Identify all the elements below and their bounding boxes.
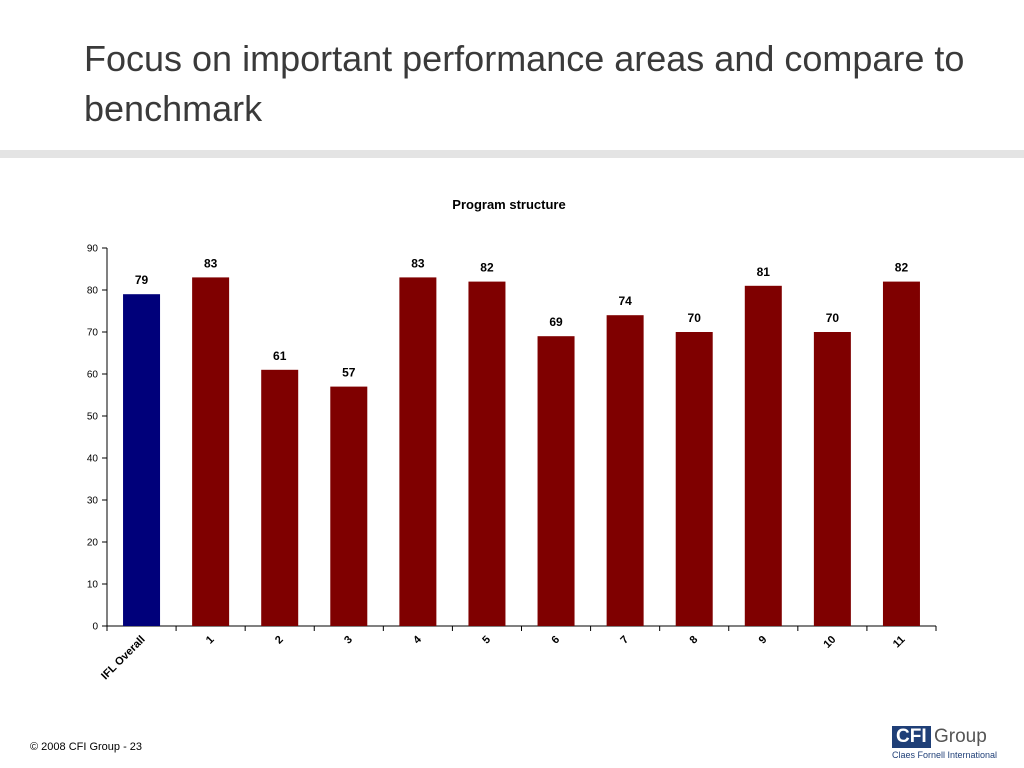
y-tick-label: 70 bbox=[87, 328, 99, 339]
data-label: 82 bbox=[895, 261, 909, 275]
slide-title: Focus on important performance areas and… bbox=[84, 38, 965, 129]
title-divider bbox=[0, 150, 1024, 158]
bar-1 bbox=[192, 277, 230, 626]
y-tick-label: 40 bbox=[87, 454, 99, 465]
x-category-label: 6 bbox=[549, 634, 562, 647]
data-label: 81 bbox=[757, 265, 771, 279]
bar-2 bbox=[261, 369, 299, 626]
footer-copyright: © 2008 CFI Group - 23 bbox=[30, 741, 143, 753]
cfi-group-logo: CFI Group Claes Fornell International bbox=[892, 726, 1010, 762]
y-tick-label: 60 bbox=[87, 370, 99, 381]
data-label: 82 bbox=[480, 261, 494, 275]
bar-7 bbox=[606, 315, 644, 626]
x-category-label: 4 bbox=[411, 633, 424, 646]
chart-title: Program structure bbox=[452, 197, 565, 212]
x-category-label: 2 bbox=[273, 634, 286, 647]
data-label: 61 bbox=[273, 349, 287, 363]
x-category-label: 8 bbox=[688, 634, 701, 647]
y-tick-label: 30 bbox=[87, 496, 99, 507]
bar-5 bbox=[468, 281, 506, 626]
bar-3 bbox=[330, 386, 368, 626]
bar-10 bbox=[813, 332, 851, 626]
bar-8 bbox=[675, 332, 713, 626]
bar-6 bbox=[537, 336, 575, 626]
x-category-label: 5 bbox=[480, 634, 493, 647]
x-category-label: IFL Overall bbox=[99, 634, 148, 683]
x-category-label: 1 bbox=[204, 634, 217, 647]
logo-tagline: Claes Fornell International bbox=[892, 750, 998, 760]
data-label: 79 bbox=[135, 273, 149, 287]
logo-box: CFI bbox=[892, 726, 931, 748]
x-category-label: 10 bbox=[821, 634, 838, 651]
bar-chart: Program structure 010203040506070809079I… bbox=[87, 197, 937, 683]
y-tick-label: 90 bbox=[87, 244, 99, 255]
y-tick-label: 0 bbox=[92, 622, 98, 633]
data-label: 70 bbox=[826, 311, 840, 325]
x-category-label: 11 bbox=[891, 634, 908, 651]
data-label: 83 bbox=[411, 256, 425, 270]
y-tick-label: 10 bbox=[87, 580, 99, 591]
data-label: 70 bbox=[688, 311, 702, 325]
x-category-label: 7 bbox=[618, 634, 631, 647]
data-label: 83 bbox=[204, 256, 218, 270]
bar-9 bbox=[744, 285, 782, 626]
bar-4 bbox=[399, 277, 437, 626]
bar-ifl-overall bbox=[123, 294, 161, 626]
data-label: 74 bbox=[618, 294, 632, 308]
x-category-label: 3 bbox=[342, 634, 355, 647]
y-tick-label: 80 bbox=[87, 286, 99, 297]
logo-word: Group bbox=[934, 726, 987, 747]
data-label: 57 bbox=[342, 366, 356, 380]
bar-11 bbox=[882, 281, 920, 626]
y-tick-label: 20 bbox=[87, 538, 99, 549]
data-label: 69 bbox=[549, 315, 563, 329]
x-category-label: 9 bbox=[757, 634, 770, 647]
y-tick-label: 50 bbox=[87, 412, 99, 423]
